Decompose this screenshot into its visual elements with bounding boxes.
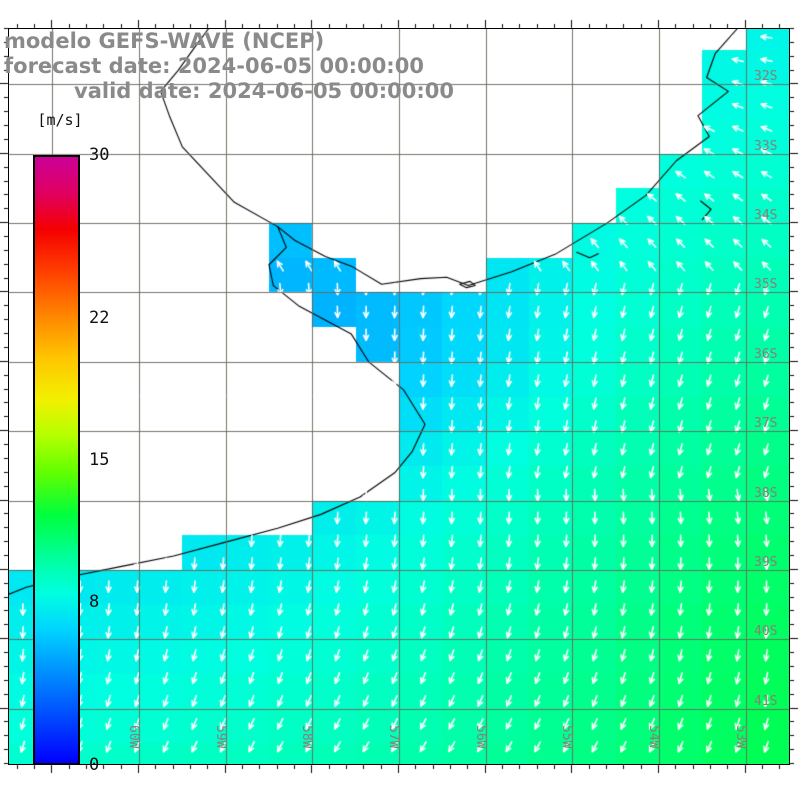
colorbar-units-label: [m/s] (37, 111, 83, 129)
colorbar-tick-8: 8 (89, 592, 100, 613)
lat-label-37S: 37S (754, 416, 778, 432)
lat-label-41S: 41S (754, 693, 778, 709)
lat-label-33S: 33S (754, 138, 778, 154)
map-plot-area[interactable] (8, 28, 790, 765)
colorbar-tick-15: 15 (89, 450, 110, 470)
lon-label-53W: 53W (732, 725, 748, 749)
lat-label-39S: 39S (754, 554, 778, 570)
lon-label-59W: 59W (212, 725, 228, 749)
lat-label-36S: 36S (754, 346, 778, 362)
lon-label-60W: 60W (126, 725, 141, 749)
lon-label-55W: 55W (559, 725, 575, 749)
lat-label-32S: 32S (754, 69, 778, 85)
lon-label-54W: 54W (646, 725, 661, 749)
lon-label-56W: 56W (472, 725, 488, 749)
colorbar-gradient (33, 155, 80, 765)
lon-label-58W: 58W (299, 725, 315, 749)
lon-label-57W: 57W (386, 725, 401, 749)
lat-label-38S: 38S (754, 485, 778, 501)
colorbar-tick-30: 30 (89, 145, 110, 165)
graticule-grid-layer (9, 29, 789, 764)
colorbar-tick-0: 0 (89, 755, 100, 775)
colorbar-tick-22: 22 (89, 307, 110, 328)
lat-label-34S: 34S (754, 208, 778, 224)
lat-label-40S: 40S (754, 624, 778, 640)
lat-label-35S: 35S (754, 277, 778, 293)
